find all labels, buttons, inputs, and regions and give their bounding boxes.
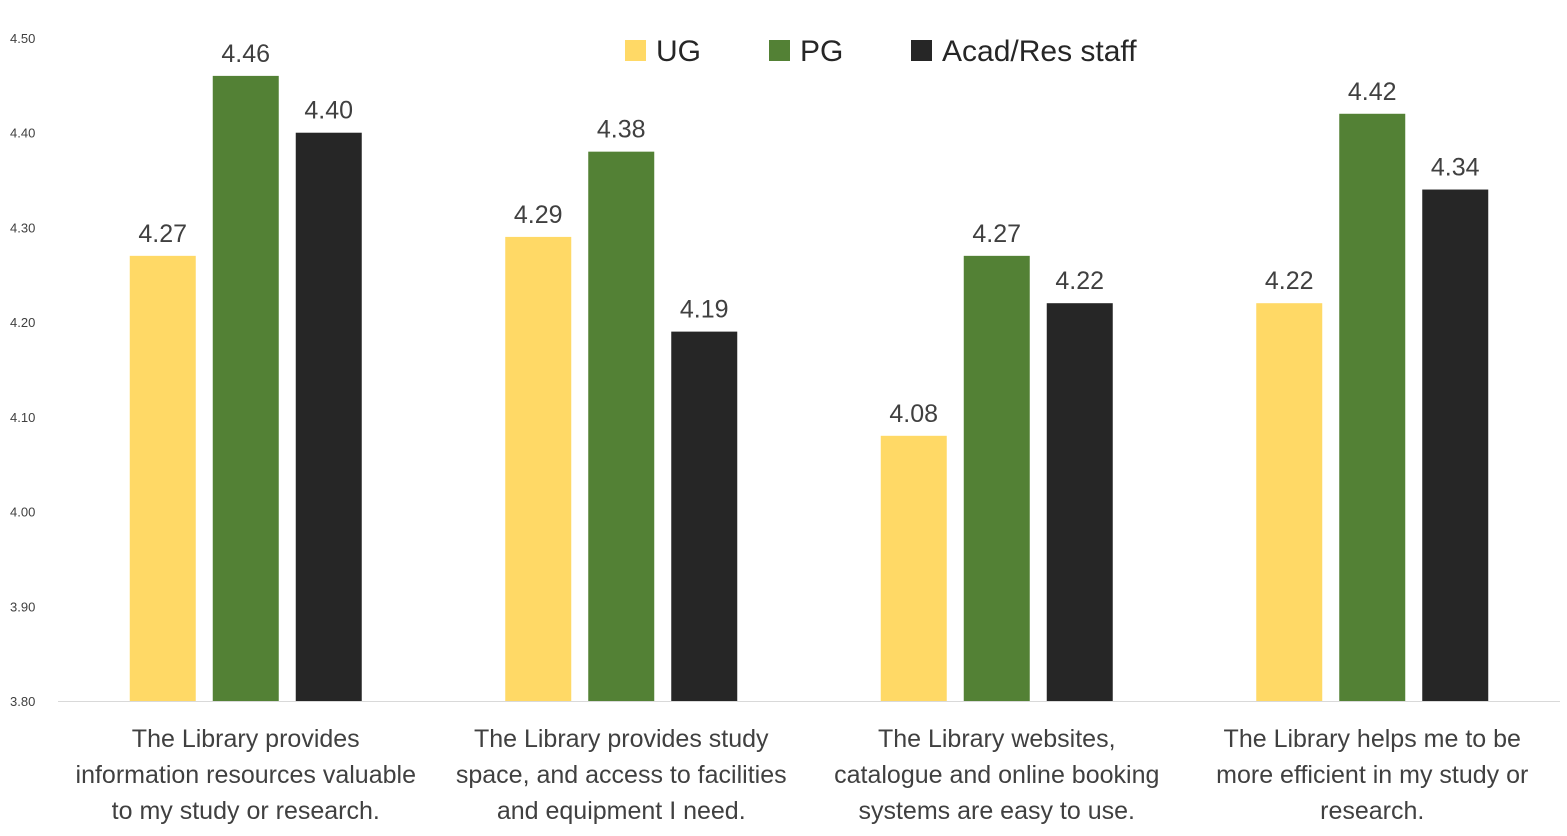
bar-acad-res-staff (671, 331, 738, 701)
bar-ug (880, 435, 947, 701)
legend-label: UG (656, 35, 701, 68)
legend-label: Acad/Res staff (942, 35, 1137, 68)
bar-acad-res-staff (1422, 189, 1489, 702)
y-tick-label: 4.30 (10, 220, 35, 235)
y-axis: 3.80 3.90 4.00 4.10 4.20 4.30 4.40 4.50 (10, 31, 35, 709)
bar-acad-res-staff (1046, 303, 1113, 701)
bar-ug (129, 255, 196, 702)
category-labels: The Library provides information resource… (76, 725, 1529, 825)
data-label: 4.22 (1055, 267, 1104, 295)
bar-pg (963, 255, 1030, 702)
data-label: 4.08 (889, 400, 938, 428)
y-tick-label: 3.90 (10, 599, 35, 614)
y-tick-label: 4.00 (10, 505, 35, 520)
data-label: 4.22 (1265, 267, 1314, 295)
bar-ug (505, 236, 572, 701)
data-label: 4.40 (304, 97, 353, 125)
bar-pg (212, 75, 279, 701)
y-tick-label: 3.80 (10, 694, 35, 709)
bars (129, 75, 1489, 702)
category-label-line: to my study or research. (112, 797, 380, 825)
category-label-line: more efficient in my study or (1216, 761, 1528, 789)
y-tick-label: 4.50 (10, 31, 35, 46)
category-label: The Library provides information resource… (76, 725, 416, 825)
data-label: 4.29 (514, 201, 563, 229)
category-label-line: The Library provides (132, 725, 360, 753)
category-label-line: information resources valuable (76, 761, 416, 789)
y-tick-label: 4.20 (10, 315, 35, 330)
legend-label: PG (800, 35, 843, 68)
data-label: 4.42 (1348, 78, 1397, 106)
data-label: 4.27 (972, 220, 1021, 248)
category-label: The Library provides study space, and acc… (456, 725, 787, 825)
legend: UG PG Acad/Res staff (625, 35, 1137, 68)
data-label: 4.34 (1431, 154, 1480, 182)
legend-swatch (769, 40, 790, 61)
category-label: The Library websites, catalogue and onlin… (834, 725, 1159, 825)
data-label: 4.27 (138, 220, 187, 248)
bar-pg (1339, 113, 1406, 702)
y-tick-label: 4.40 (10, 126, 35, 141)
bar-ug (1256, 303, 1323, 701)
category-label-line: The Library provides study (474, 725, 769, 753)
category-label-line: The Library websites, (878, 725, 1116, 753)
category-label-line: research. (1320, 797, 1424, 825)
data-label: 4.38 (597, 116, 646, 144)
category-label-line: and equipment I need. (497, 797, 746, 825)
bar-pg (588, 151, 655, 701)
category-label-line: The Library helps me to be (1224, 725, 1521, 753)
category-label-line: catalogue and online booking (834, 761, 1159, 789)
y-tick-label: 4.10 (10, 410, 35, 425)
category-label-line: space, and access to facilities (456, 761, 787, 789)
bar-acad-res-staff (295, 132, 362, 701)
legend-swatch (911, 40, 932, 61)
data-labels: 4.27 4.46 4.40 4.29 4.38 4.19 4.08 4.27 4.22 4.22… (138, 40, 1479, 428)
category-label: The Library helps me to be more efficient… (1216, 725, 1528, 825)
legend-swatch (625, 40, 646, 61)
category-label-line: systems are easy to use. (858, 797, 1135, 825)
data-label: 4.46 (221, 40, 270, 68)
data-label: 4.19 (680, 296, 729, 324)
